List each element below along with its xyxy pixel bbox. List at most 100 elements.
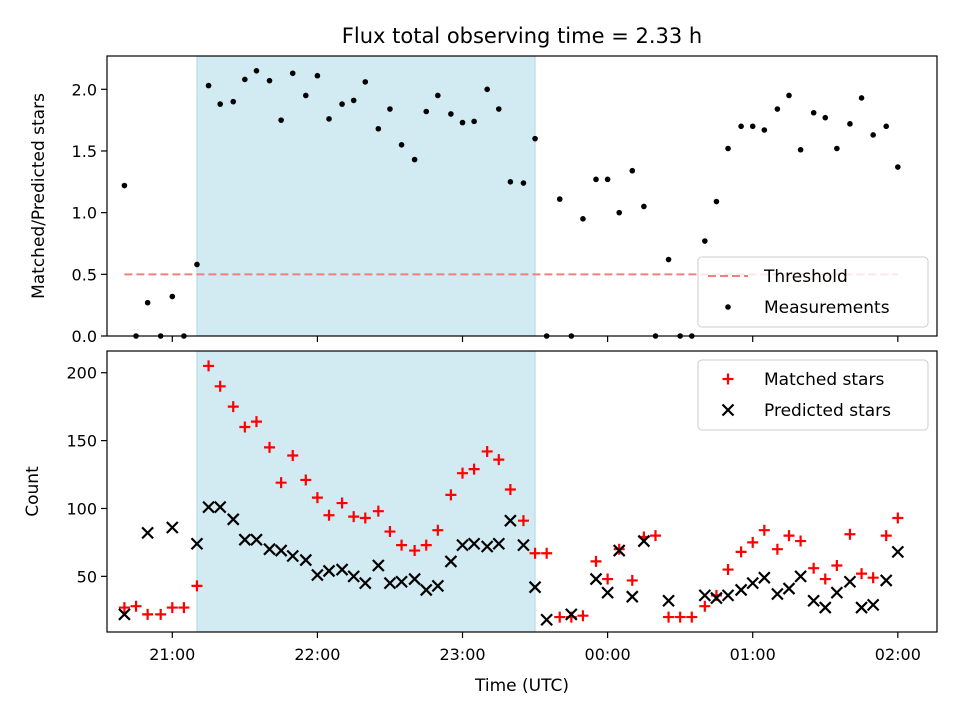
data-point <box>459 119 466 126</box>
observing-span-shade <box>196 55 536 337</box>
data-point <box>468 463 480 475</box>
x-tick-label: 00:00 <box>585 645 631 664</box>
y-tick-label: 0.5 <box>72 265 97 284</box>
series-measurements <box>121 68 901 339</box>
data-point <box>580 216 586 222</box>
data-point <box>795 535 807 547</box>
legend-box <box>697 359 929 431</box>
data-point <box>554 611 566 623</box>
data-point <box>674 611 686 623</box>
data-point <box>396 539 408 551</box>
data-point <box>314 72 321 79</box>
data-point <box>411 156 418 163</box>
data-point <box>866 598 880 612</box>
data-point <box>227 401 239 413</box>
data-point <box>169 293 176 300</box>
data-point <box>843 575 857 589</box>
data-point <box>250 533 263 546</box>
data-point <box>602 573 614 585</box>
axes-frame <box>106 350 938 633</box>
ratio-panel: 0.0 0.5 1.0 1.5 2.0 Matched/Predicted stars Th… <box>29 55 938 346</box>
data-point <box>347 570 360 583</box>
data-point <box>348 511 360 523</box>
legend-marker <box>721 403 735 417</box>
data-point <box>263 542 276 556</box>
data-point <box>141 526 154 540</box>
legend-marker <box>722 373 734 385</box>
axes-frame <box>106 55 938 337</box>
y-tick-label: 200 <box>66 364 97 383</box>
data-point <box>601 586 614 599</box>
data-point <box>556 196 563 202</box>
data-point <box>528 580 542 594</box>
data-point <box>517 515 529 527</box>
data-point <box>774 106 781 112</box>
data-point <box>665 256 672 263</box>
y-axis-label: Count <box>23 466 43 517</box>
legend-marker <box>725 304 731 310</box>
data-point <box>409 545 421 557</box>
data-point <box>649 530 661 542</box>
x-tick-label: 21:00 <box>149 645 195 664</box>
data-point <box>322 564 336 578</box>
data-point <box>217 101 223 107</box>
data-point <box>616 209 623 216</box>
data-point <box>734 583 748 597</box>
y-tick-label: 1.0 <box>72 204 97 223</box>
data-point <box>819 573 831 585</box>
data-point <box>205 82 212 89</box>
legend-label: Threshold <box>763 267 848 287</box>
data-point <box>590 555 602 567</box>
data-point <box>278 117 284 123</box>
data-point <box>445 489 457 501</box>
x-tick-label: 01:00 <box>730 645 776 664</box>
data-point <box>266 77 273 84</box>
data-point <box>191 580 203 592</box>
data-point <box>121 182 128 189</box>
data-point <box>883 123 890 130</box>
data-point <box>250 416 262 428</box>
data-point <box>456 538 469 552</box>
data-point <box>264 441 276 453</box>
data-point <box>747 536 759 548</box>
x-tick-label: 22:00 <box>294 645 340 664</box>
y-tick-label: 50 <box>77 567 97 586</box>
series-predicted-stars <box>118 500 905 627</box>
data-point <box>387 106 393 112</box>
data-point <box>214 380 226 392</box>
data-point <box>372 559 385 572</box>
data-point <box>517 538 530 552</box>
data-point <box>239 421 251 433</box>
data-point <box>713 198 720 205</box>
data-point <box>686 611 698 623</box>
data-point <box>142 608 154 620</box>
data-point <box>504 483 516 495</box>
data-point <box>698 589 712 602</box>
data-point <box>166 521 179 534</box>
data-point <box>395 575 408 589</box>
data-point <box>323 509 335 521</box>
data-point <box>831 559 843 571</box>
data-point <box>880 530 892 542</box>
y-tick-label: 0.0 <box>72 327 97 346</box>
count-panel: 50 100 150 200 Count 21:00 22:00 23:00 00:00 01:0… <box>23 350 938 664</box>
data-point <box>721 589 735 602</box>
data-point <box>226 513 240 526</box>
data-point <box>118 602 130 614</box>
data-point <box>484 86 490 93</box>
data-point <box>710 591 723 605</box>
data-point <box>300 474 312 486</box>
data-point <box>641 203 647 210</box>
data-point <box>758 571 771 584</box>
data-point <box>847 121 853 127</box>
data-point <box>335 563 349 576</box>
data-point <box>362 79 369 85</box>
data-point <box>540 613 553 627</box>
y-tick-label: 1.5 <box>72 142 97 161</box>
data-point <box>565 608 578 621</box>
legend-box <box>697 256 929 328</box>
data-point <box>626 590 639 603</box>
data-point <box>493 454 505 466</box>
data-point <box>448 111 454 117</box>
